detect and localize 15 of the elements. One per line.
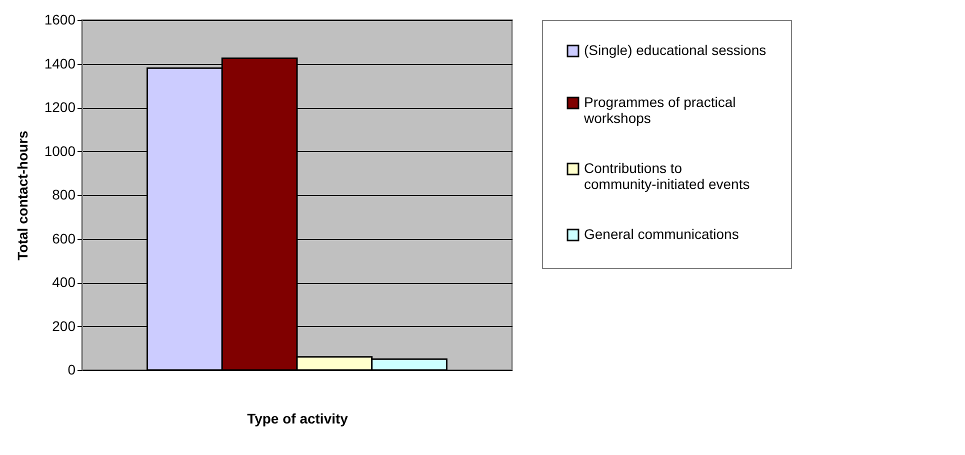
y-tick-label: 400 [52, 274, 76, 290]
legend-label: Contributions to community-initiated events [584, 160, 750, 192]
y-tick-label: 800 [52, 186, 76, 202]
y-tick-label: 1200 [44, 99, 76, 115]
x-axis-title: Type of activity [247, 410, 348, 426]
y-tick-label: 0 [68, 362, 76, 378]
y-axis-title: Total contact-hours [14, 130, 30, 260]
y-tick-label: 1400 [44, 55, 76, 72]
y-tick-label: 1000 [44, 142, 76, 159]
y-tick-label: 1600 [44, 12, 76, 28]
legend-label: Programmes of practical workshops [583, 94, 736, 126]
legend-label: General communications [584, 226, 739, 242]
y-tick-label: 200 [52, 318, 76, 334]
legend-label: (Single) educational sessions [584, 42, 766, 58]
y-tick-label: 600 [52, 230, 76, 246]
